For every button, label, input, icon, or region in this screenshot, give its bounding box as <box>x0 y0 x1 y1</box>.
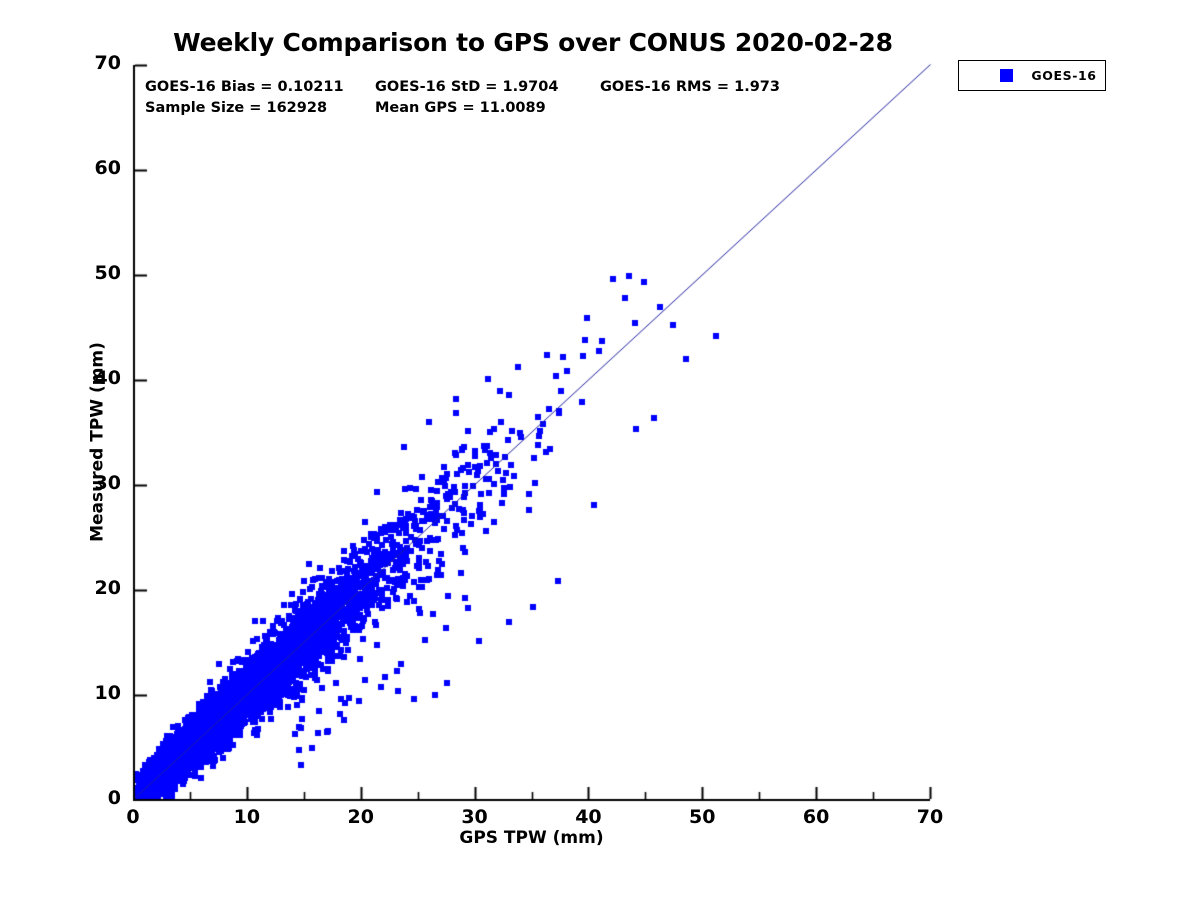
y-tick-label: 10 <box>94 682 121 704</box>
y-tick-label: 20 <box>94 577 121 599</box>
legend-label-goes-16: GOES-16 <box>1031 68 1097 83</box>
annotation-std: GOES-16 StD = 1.9704 <box>375 79 559 95</box>
x-tick-label: 50 <box>689 806 716 828</box>
y-tick-label: 40 <box>94 367 121 389</box>
x-tick-label: 0 <box>126 806 140 828</box>
y-tick-label: 30 <box>94 472 121 494</box>
legend-swatch-goes-16 <box>1000 69 1013 82</box>
x-tick-label: 70 <box>916 806 944 828</box>
x-tick-label: 40 <box>575 806 602 828</box>
annotation-mean-gps: Mean GPS = 11.0089 <box>375 100 546 116</box>
chart-title: Weekly Comparison to GPS over CONUS 2020… <box>173 28 893 57</box>
annotation-rms: GOES-16 RMS = 1.973 <box>600 79 780 95</box>
x-tick-label: 60 <box>802 806 830 828</box>
x-tick-label: 10 <box>233 806 261 828</box>
y-tick-label: 60 <box>94 157 121 179</box>
y-tick-label: 0 <box>107 787 121 809</box>
x-axis-label: GPS TPW (mm) <box>459 828 604 848</box>
y-tick-label: 70 <box>94 52 121 74</box>
y-tick-label: 50 <box>94 262 121 284</box>
annotation-bias: GOES-16 Bias = 0.10211 <box>145 79 344 95</box>
legend-box <box>958 60 1106 91</box>
x-tick-label: 30 <box>461 806 488 828</box>
annotation-sample-size: Sample Size = 162928 <box>145 100 328 116</box>
x-tick-label: 20 <box>347 806 374 828</box>
